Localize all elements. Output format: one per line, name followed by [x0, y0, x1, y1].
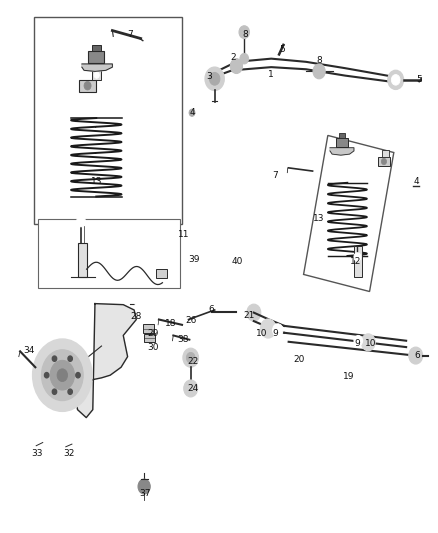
Circle shape [205, 67, 224, 91]
Circle shape [361, 334, 375, 351]
Polygon shape [82, 64, 113, 71]
Circle shape [45, 373, 49, 378]
Circle shape [346, 372, 353, 381]
Bar [354, 246, 362, 277]
Text: 5: 5 [417, 75, 422, 84]
Circle shape [76, 373, 80, 378]
Circle shape [388, 70, 403, 90]
Bar [156, 269, 167, 278]
Bar [88, 51, 104, 63]
Text: 9: 9 [354, 339, 360, 348]
Circle shape [186, 352, 195, 363]
Text: 6: 6 [209, 305, 215, 314]
Circle shape [94, 72, 99, 78]
Polygon shape [330, 148, 354, 155]
Text: 33: 33 [32, 449, 43, 458]
Text: 1: 1 [268, 70, 274, 79]
Text: 10: 10 [256, 329, 268, 338]
Circle shape [230, 59, 243, 74]
Text: 38: 38 [177, 335, 189, 344]
Circle shape [381, 158, 387, 165]
Circle shape [183, 348, 198, 367]
Circle shape [68, 389, 72, 394]
Text: 7: 7 [273, 171, 279, 180]
Circle shape [77, 216, 85, 227]
Text: 21: 21 [244, 311, 255, 320]
Text: 4: 4 [189, 108, 195, 117]
Circle shape [391, 75, 400, 85]
Bar [92, 70, 102, 80]
Bar [39, 219, 180, 288]
Circle shape [50, 360, 74, 390]
Text: 7: 7 [127, 30, 133, 39]
Text: 13: 13 [91, 177, 102, 186]
Circle shape [138, 479, 150, 494]
Circle shape [272, 324, 283, 336]
Circle shape [354, 335, 363, 346]
Circle shape [33, 339, 92, 411]
Text: 30: 30 [147, 343, 159, 352]
Circle shape [52, 389, 57, 394]
Text: 28: 28 [131, 312, 142, 321]
Bar [34, 17, 182, 224]
Text: 9: 9 [273, 329, 279, 338]
Text: 3: 3 [207, 72, 212, 81]
Circle shape [240, 53, 249, 64]
Text: 29: 29 [147, 329, 159, 338]
Bar [339, 133, 345, 138]
Circle shape [186, 106, 198, 119]
Circle shape [354, 253, 361, 261]
Text: 40: 40 [232, 257, 244, 265]
Circle shape [260, 319, 276, 338]
Bar [92, 45, 101, 51]
Text: 6: 6 [414, 351, 420, 360]
Text: 12: 12 [350, 257, 362, 265]
Text: 11: 11 [178, 230, 190, 239]
Circle shape [42, 350, 83, 401]
Text: 5: 5 [279, 45, 285, 54]
Circle shape [409, 347, 423, 364]
Text: 32: 32 [63, 449, 74, 458]
Text: 39: 39 [188, 255, 200, 264]
Text: 20: 20 [294, 355, 305, 364]
Circle shape [239, 26, 250, 38]
Bar [143, 324, 154, 333]
Circle shape [84, 82, 91, 90]
Bar [79, 80, 96, 92]
Circle shape [413, 181, 421, 191]
Text: 13: 13 [313, 214, 325, 223]
Bar [78, 243, 87, 277]
Polygon shape [304, 135, 394, 292]
Text: 10: 10 [365, 339, 376, 348]
Circle shape [209, 72, 220, 85]
Circle shape [57, 369, 67, 382]
Polygon shape [75, 304, 136, 418]
Bar [144, 334, 155, 342]
Circle shape [52, 356, 57, 361]
Text: 2: 2 [230, 53, 236, 62]
Circle shape [68, 356, 72, 361]
Text: 18: 18 [166, 319, 177, 328]
Text: 19: 19 [343, 372, 354, 381]
Circle shape [189, 109, 195, 116]
Bar [378, 157, 390, 166]
Circle shape [313, 64, 325, 79]
Text: 26: 26 [185, 316, 196, 325]
Circle shape [247, 304, 261, 321]
Text: 8: 8 [242, 30, 248, 39]
Circle shape [135, 300, 142, 308]
Text: 24: 24 [187, 384, 198, 393]
Text: 37: 37 [139, 489, 151, 498]
Text: 34: 34 [23, 346, 35, 355]
Bar [336, 138, 348, 147]
Circle shape [184, 380, 198, 397]
Text: 22: 22 [187, 358, 198, 367]
Bar [382, 150, 389, 157]
Text: 8: 8 [316, 56, 322, 65]
Text: 4: 4 [413, 177, 419, 186]
